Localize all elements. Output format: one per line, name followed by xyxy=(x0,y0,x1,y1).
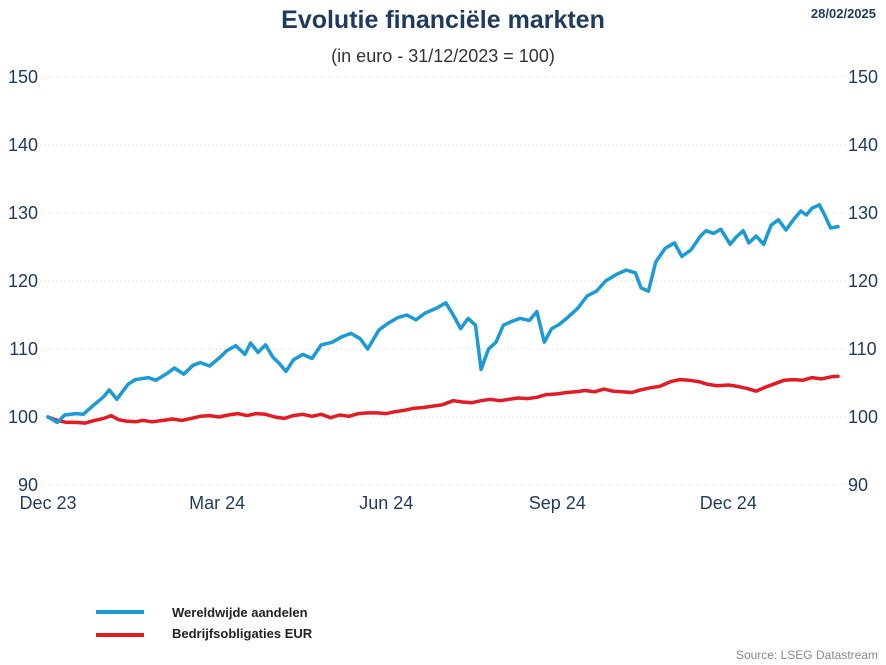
x-tick-label: Sep 24 xyxy=(529,493,586,513)
y-tick-label-right: 140 xyxy=(848,135,878,155)
x-tick-label: Dec 24 xyxy=(700,493,757,513)
series-lines xyxy=(46,203,840,425)
y-tick-label-right: 120 xyxy=(848,271,878,291)
y-tick-label-left: 100 xyxy=(8,407,38,427)
y-tick-label-right: 90 xyxy=(848,475,868,495)
y-tick-label-right: 150 xyxy=(848,67,878,87)
series-line-equity xyxy=(46,203,840,425)
report-date: 28/02/2025 xyxy=(811,6,876,21)
x-tick-label: Jun 24 xyxy=(359,493,413,513)
y-tick-label-right: 110 xyxy=(848,339,877,359)
y-axis-left: 90 100 110 120 130 140 150 xyxy=(8,67,38,495)
x-tick-label: Dec 23 xyxy=(19,493,76,513)
chart-subtitle: (in euro - 31/12/2023 = 100) xyxy=(331,46,555,66)
gridlines xyxy=(40,76,848,486)
y-tick-label-left: 150 xyxy=(8,67,38,87)
series-line-bonds xyxy=(46,374,840,425)
chart-title: Evolutie financiële markten xyxy=(281,6,605,34)
y-tick-label-left: 140 xyxy=(8,135,38,155)
y-tick-label-left: 120 xyxy=(8,271,38,291)
legend: Wereldwijde aandelen Bedrijfsobligaties … xyxy=(96,605,313,641)
legend-label-equity: Wereldwijde aandelen xyxy=(172,605,308,620)
y-axis-right: 90 100 110 120 130 140 150 xyxy=(848,67,878,495)
y-tick-label-left: 110 xyxy=(9,339,38,359)
source-note: Source: LSEG Datastream xyxy=(736,648,878,662)
x-tick-label: Mar 24 xyxy=(189,493,245,513)
y-tick-label-left: 90 xyxy=(18,475,38,495)
y-tick-label-right: 130 xyxy=(848,203,878,223)
legend-label-bonds: Bedrijfsobligaties EUR xyxy=(172,626,313,641)
x-axis: Dec 23 Mar 24 Jun 24 Sep 24 Dec 24 xyxy=(19,493,756,513)
y-tick-label-right: 100 xyxy=(848,407,878,427)
y-tick-label-left: 130 xyxy=(8,203,38,223)
